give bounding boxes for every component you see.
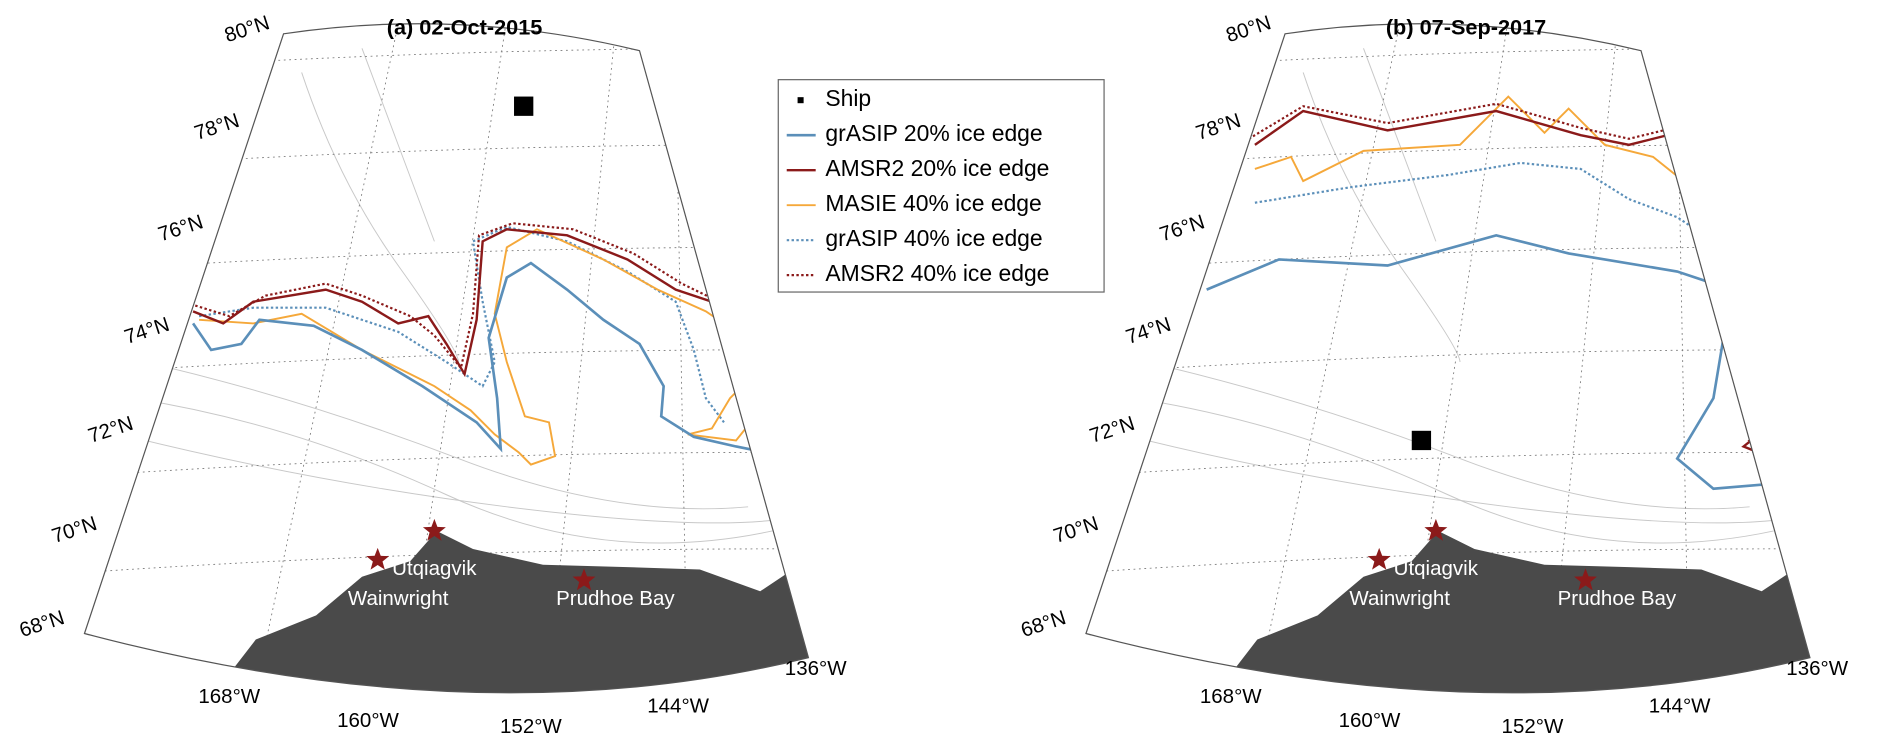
station-star [1367, 547, 1391, 570]
bathymetry-contour [1134, 397, 1774, 544]
longitude-label: 168°W [1200, 685, 1262, 708]
map-content [84, 23, 809, 693]
map-panel: Utqiagvik Wainwright Prudhoe Bay (b) 07-Sep… [1018, 11, 1849, 738]
bathymetry-contour [132, 397, 773, 544]
map-content [1085, 23, 1810, 693]
ice-edge-amsr2-20 [192, 228, 731, 378]
legend-label: MASIE 40% ice edge [825, 190, 1041, 216]
bathymetry-contour [1363, 48, 1437, 242]
land [1182, 530, 1810, 693]
latitude-label: 76°N [155, 210, 206, 246]
ice-edge-amsr2-40 [190, 222, 725, 371]
legend-label: AMSR2 20% ice edge [825, 155, 1049, 181]
station-star [422, 518, 446, 541]
legend-label: grASIP 40% ice edge [825, 225, 1042, 251]
ship-marker [1411, 430, 1432, 451]
latitude-label: 78°N [192, 109, 243, 145]
ship-marker [514, 96, 534, 116]
map-background [84, 23, 809, 693]
panel-title: (b) 07-Sep-2017 [1386, 15, 1546, 40]
ice-edge-grasip-20 [1206, 233, 1786, 491]
place-label: Utqiagvik [392, 557, 477, 580]
station-star [572, 568, 596, 591]
latitude-label: 68°N [1018, 606, 1069, 642]
latitude-label: 74°N [122, 313, 173, 349]
station-star [1574, 568, 1597, 591]
latitude-label: 74°N [1123, 313, 1174, 349]
latitude-label: 70°N [49, 512, 100, 548]
bathymetry-contour [144, 361, 749, 510]
latitude-label: 80°N [1223, 11, 1274, 47]
legend-box [777, 79, 1105, 293]
meridian [1254, 24, 1401, 693]
legend-label: grASIP 20% ice edge [825, 120, 1042, 146]
map-background [1085, 23, 1810, 693]
parallel [84, 451, 809, 478]
ice-edge-grasip-20 [191, 261, 785, 458]
parallel [1085, 451, 1810, 478]
legend: Ship grASIP 20% ice edge AMSR2 20% ice edg… [777, 79, 1105, 293]
place-label: Prudhoe Bay [1558, 587, 1677, 610]
place-label: Utqiagvik [1394, 557, 1479, 580]
latitude-label: 72°N [1087, 412, 1138, 448]
latitude-label: 78°N [1193, 109, 1244, 145]
land [180, 530, 809, 693]
longitude-label: 160°W [1339, 709, 1401, 732]
longitude-label: 136°W [785, 657, 847, 680]
longitude-label: 144°W [647, 695, 709, 718]
longitude-label: 160°W [337, 709, 399, 732]
legend-label: Ship [825, 85, 871, 111]
map-frame [1085, 23, 1811, 694]
bathymetry-contour [1302, 72, 1461, 363]
bathymetry-contour [1146, 361, 1750, 510]
place-label: Prudhoe Bay [556, 587, 675, 610]
map-frame [83, 23, 810, 694]
bathymetry-contour [361, 48, 435, 242]
ice-edge-grasip-40 [198, 225, 725, 424]
bathymetry-contour [301, 72, 460, 363]
longitude-label: 168°W [198, 685, 260, 708]
longitude-label: 144°W [1649, 695, 1711, 718]
latitude-label: 70°N [1051, 512, 1102, 548]
longitude-label: 136°W [1786, 657, 1848, 680]
latitude-label: 80°N [222, 11, 273, 47]
legend-label: AMSR2 40% ice edge [825, 260, 1049, 286]
panel-title: (a) 02-Oct-2015 [387, 15, 543, 40]
latitude-label: 72°N [85, 412, 136, 448]
meridian [252, 24, 399, 693]
bathymetry-contour [1122, 433, 1786, 524]
legend-swatch [797, 97, 804, 104]
latitude-label: 76°N [1157, 210, 1208, 246]
station-star [366, 547, 390, 570]
latitude-label: 68°N [17, 606, 68, 642]
station-star [1424, 518, 1448, 541]
place-label: Wainwright [1349, 587, 1450, 610]
longitude-label: 152°W [500, 715, 562, 738]
map-panel: Utqiagvik Wainwright Prudhoe Bay (a) 02-Oct… [17, 11, 848, 738]
place-label: Wainwright [348, 587, 449, 610]
bathymetry-contour [120, 433, 785, 524]
longitude-label: 152°W [1502, 715, 1564, 738]
